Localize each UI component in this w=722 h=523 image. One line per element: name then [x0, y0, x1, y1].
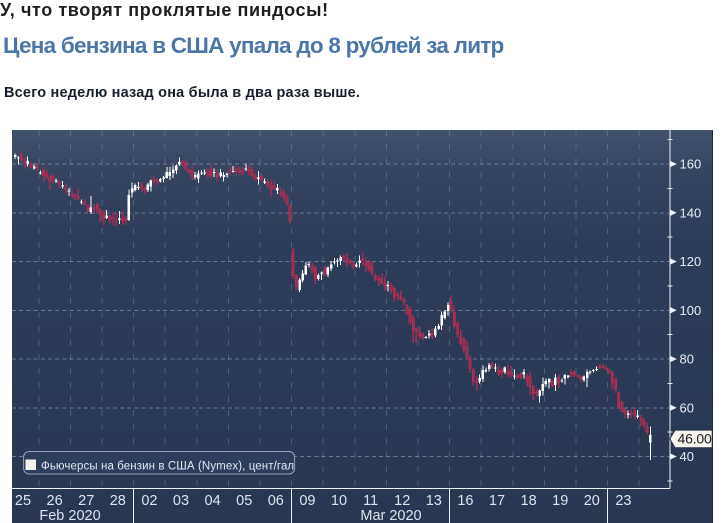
- svg-text:09: 09: [299, 493, 315, 509]
- svg-text:04: 04: [205, 493, 221, 509]
- svg-text:13: 13: [426, 493, 442, 509]
- svg-text:Mar 2020: Mar 2020: [360, 508, 421, 523]
- svg-text:12: 12: [394, 493, 410, 509]
- svg-text:18: 18: [521, 493, 537, 509]
- svg-text:Feb 2020: Feb 2020: [39, 508, 100, 523]
- svg-text:100: 100: [680, 303, 702, 318]
- svg-text:03: 03: [173, 493, 189, 509]
- svg-text:17: 17: [489, 493, 505, 509]
- svg-text:Фьючерсы на бензин в США (Nyme: Фьючерсы на бензин в США (Nymex), цент/г…: [41, 461, 294, 473]
- svg-text:140: 140: [680, 205, 702, 220]
- svg-text:11: 11: [363, 493, 378, 509]
- svg-text:19: 19: [552, 493, 568, 509]
- svg-text:28: 28: [110, 493, 126, 509]
- svg-text:10: 10: [331, 493, 347, 509]
- svg-text:05: 05: [236, 493, 252, 509]
- svg-text:06: 06: [268, 493, 284, 509]
- svg-text:40: 40: [680, 449, 694, 464]
- svg-text:26: 26: [47, 493, 63, 509]
- svg-text:27: 27: [78, 493, 94, 509]
- svg-text:20: 20: [584, 493, 600, 509]
- svg-text:120: 120: [680, 254, 702, 269]
- svg-text:25: 25: [15, 493, 31, 509]
- svg-text:60: 60: [680, 400, 694, 415]
- svg-text:02: 02: [141, 493, 157, 509]
- svg-text:23: 23: [615, 493, 631, 509]
- svg-text:16: 16: [457, 493, 473, 509]
- svg-text:46.00: 46.00: [678, 431, 712, 447]
- svg-text:80: 80: [680, 352, 694, 367]
- svg-text:160: 160: [680, 157, 702, 172]
